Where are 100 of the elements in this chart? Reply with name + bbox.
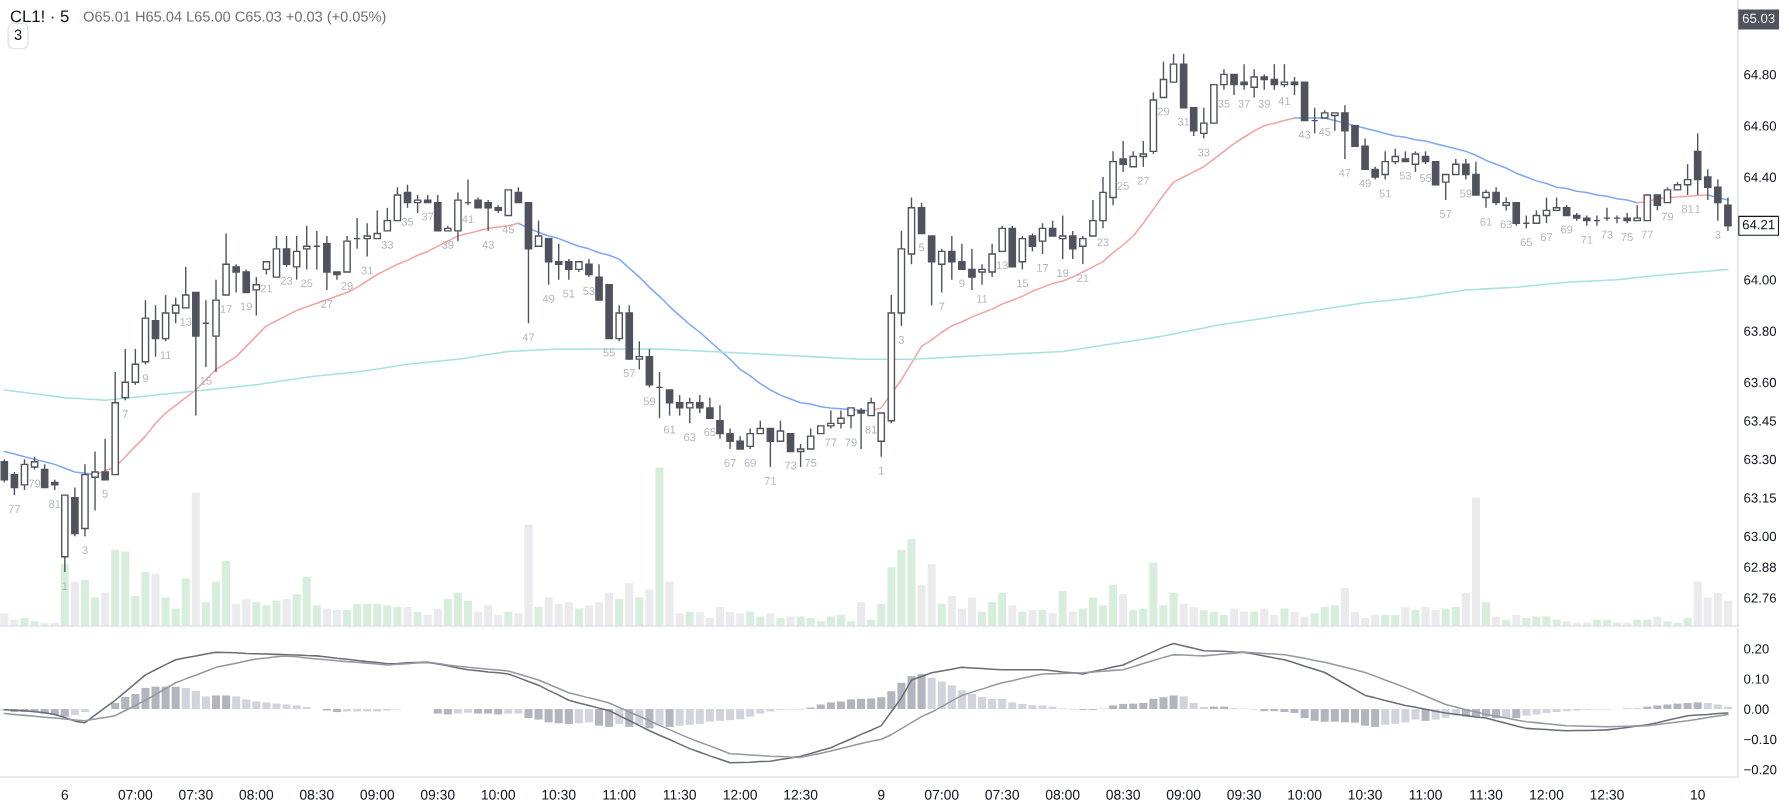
text: 65 — [1520, 238, 1533, 247]
x-tick-label: 08:30 — [1106, 789, 1140, 800]
text: 11 — [977, 294, 988, 303]
text: 39 — [442, 240, 454, 249]
text: 57 — [1439, 210, 1452, 218]
y-tick-label: −0.20 — [1744, 765, 1777, 775]
text: 7 — [939, 302, 945, 311]
text: 35 — [401, 217, 414, 226]
text: 19 — [240, 302, 252, 311]
text: 71 — [764, 477, 777, 485]
text: 1 — [62, 582, 68, 590]
text: 5 — [102, 489, 108, 498]
x-tick-label: 11:00 — [603, 789, 636, 800]
text: 77 — [1641, 230, 1653, 239]
text: 47 — [522, 333, 535, 342]
text: 49 — [1359, 179, 1371, 188]
text: 17 — [1037, 264, 1049, 272]
text: 45 — [502, 225, 515, 234]
y-tick-label: 63.45 — [1744, 416, 1777, 426]
text: 23 — [1097, 238, 1109, 247]
x-tick-label: 09:30 — [1227, 789, 1261, 800]
text: 33 — [381, 240, 394, 249]
text: 1 — [1695, 205, 1701, 213]
text: 61 — [1480, 217, 1492, 226]
text: 11 — [160, 351, 171, 359]
y-tick-label: 64.80 — [1744, 69, 1777, 80]
text: 79 — [845, 438, 857, 447]
text: 27 — [1137, 176, 1149, 185]
text: 5 — [918, 243, 925, 252]
text: 77 — [825, 438, 837, 447]
text: 29 — [1157, 107, 1170, 116]
chart-title: CL1! · 5 — [10, 10, 69, 23]
text: 9 — [142, 374, 149, 383]
x-tick-label: 11:30 — [663, 789, 696, 800]
text: 75 — [805, 459, 817, 467]
text: 3 — [14, 29, 22, 40]
text: 69 — [1561, 225, 1573, 234]
y-tick-label: 64.00 — [1744, 275, 1777, 285]
text: 71 — [1581, 235, 1593, 244]
x-tick-label: 10 — [1691, 789, 1705, 800]
text: 45 — [1318, 128, 1331, 136]
text: 13 — [996, 261, 1008, 270]
x-tick-label: 12:30 — [784, 789, 818, 800]
text: 17 — [220, 305, 232, 313]
text: 67 — [724, 458, 736, 467]
text: 49 — [542, 294, 555, 303]
text: 21 — [260, 284, 273, 293]
text: 31 — [361, 266, 373, 275]
text: 81 — [1681, 205, 1694, 213]
text: 23 — [280, 276, 293, 285]
x-tick-label: 09:30 — [420, 789, 455, 800]
text: 7 — [122, 410, 128, 418]
text: 67 — [1540, 233, 1553, 242]
x-tick-label: 12:00 — [1530, 789, 1564, 800]
text: 65 — [704, 428, 716, 437]
text: 59 — [1460, 189, 1472, 198]
y-tick-label: 64.60 — [1744, 121, 1777, 131]
x-tick-label: 08:00 — [1045, 789, 1080, 800]
text: 3 — [898, 335, 905, 344]
x-tick-label: 10:30 — [542, 789, 576, 800]
text: 25 — [1117, 181, 1129, 190]
text: 51 — [563, 289, 575, 298]
text: 43 — [1298, 130, 1311, 139]
y-tick-label: 62.76 — [1744, 593, 1776, 603]
x-tick-label: 07:00 — [118, 789, 153, 800]
text: 37 — [421, 212, 434, 221]
x-tick-label: 09:00 — [360, 789, 395, 800]
x-tick-label: 07:30 — [985, 789, 1020, 800]
text: 53 — [583, 287, 595, 295]
y-tick-label: 0.00 — [1744, 704, 1769, 714]
text: 37 — [1238, 99, 1250, 108]
text: 41 — [1278, 97, 1291, 105]
x-tick-label: 09:00 — [1166, 789, 1201, 800]
text: 27 — [321, 299, 333, 308]
y-tick-label: 0.10 — [1744, 674, 1769, 684]
text: 73 — [784, 461, 797, 470]
y-tick-label: 63.00 — [1744, 531, 1777, 542]
text: 13 — [180, 317, 192, 326]
text: 1 — [879, 466, 884, 475]
text: 25 — [301, 279, 313, 288]
text: 55 — [603, 348, 615, 357]
text: 31 — [1177, 117, 1190, 126]
text: 79 — [28, 479, 41, 488]
text: 39 — [1258, 99, 1270, 108]
x-tick-label: 07:30 — [179, 789, 213, 800]
y-tick-label: 64.40 — [1744, 172, 1777, 182]
x-tick-label: 11:30 — [1470, 789, 1503, 800]
text: 69 — [744, 458, 756, 467]
x-tick-label: 08:30 — [299, 789, 334, 800]
text: 57 — [623, 369, 635, 378]
text: 21 — [1077, 274, 1089, 283]
text: 59 — [643, 397, 656, 406]
text: 33 — [1198, 148, 1210, 157]
text: 53 — [1399, 171, 1412, 180]
text: 73 — [1601, 230, 1613, 239]
x-tick-label: 07:00 — [924, 789, 959, 800]
annotation: 3 — [82, 546, 88, 555]
text: 43 — [482, 240, 494, 249]
y-tick-label: 63.60 — [1744, 377, 1777, 388]
x-tick-label: 6 — [61, 789, 69, 800]
